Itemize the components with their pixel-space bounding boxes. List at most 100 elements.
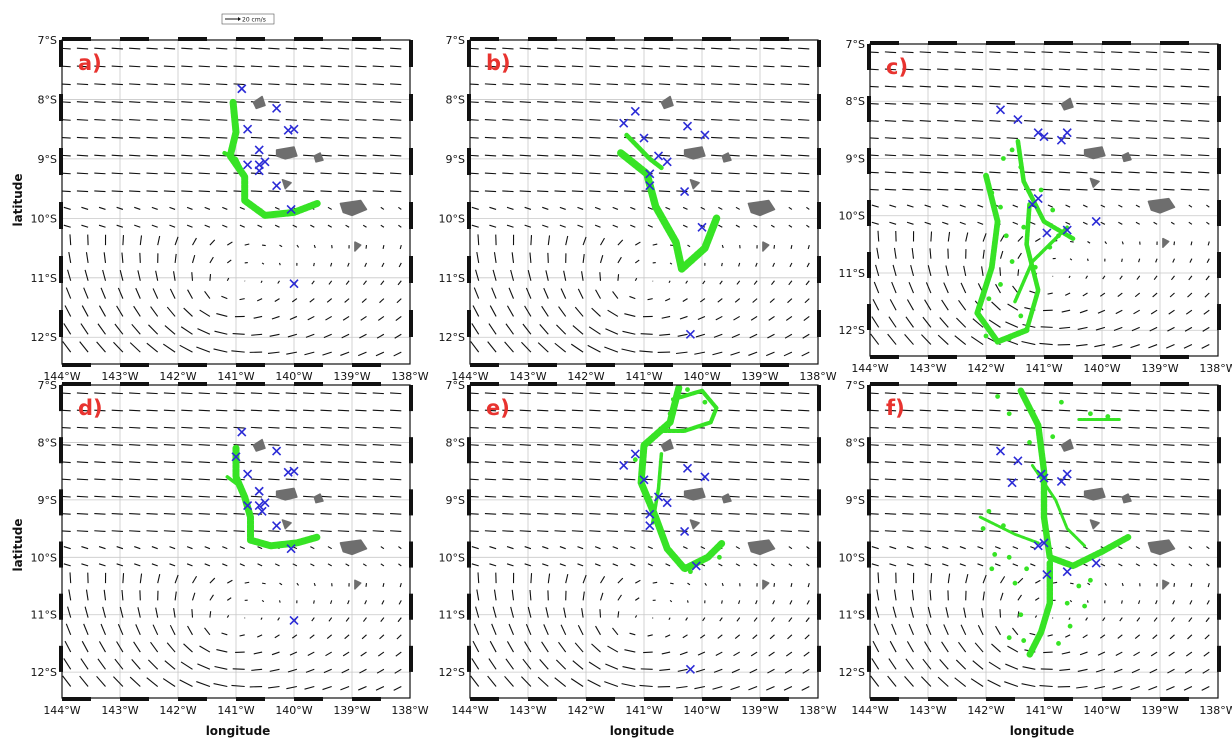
current-arrow — [344, 634, 350, 640]
current-arrow — [244, 243, 250, 246]
lat-tick-label: 10°S — [31, 212, 57, 225]
current-arrow — [1040, 326, 1053, 328]
current-arrow — [870, 188, 879, 191]
lon-tick-label: 143°W — [101, 704, 138, 717]
current-arrow — [250, 495, 263, 498]
station-marker — [691, 561, 701, 571]
lat-tick-label: 11°S — [839, 609, 865, 622]
current-arrow — [355, 83, 367, 86]
current-arrow — [1198, 392, 1210, 395]
current-arrow — [121, 589, 124, 601]
current-arrow — [870, 120, 879, 122]
current-arrow — [624, 101, 636, 103]
station-marker — [680, 526, 690, 537]
panel-label: e) — [486, 396, 510, 420]
current-arrow — [971, 512, 984, 515]
current-arrow — [884, 392, 897, 395]
current-arrow — [571, 172, 584, 175]
lat-tick-label: 8°S — [446, 93, 465, 106]
current-arrow — [711, 392, 723, 395]
current-arrow — [887, 333, 897, 345]
current-arrow — [554, 119, 566, 121]
current-arrow — [798, 119, 810, 121]
current-arrow — [676, 478, 688, 481]
current-arrow — [768, 315, 775, 321]
current-arrow — [379, 298, 385, 304]
map-border-bottom — [1044, 355, 1073, 359]
lon-tick-label: 143°W — [509, 704, 546, 717]
current-arrow — [945, 265, 949, 276]
current-arrow — [1082, 292, 1088, 297]
current-arrow — [1065, 204, 1071, 208]
larvae-trajectory — [1030, 463, 1087, 548]
current-arrow — [337, 101, 350, 103]
current-arrow — [589, 426, 601, 429]
map-border-left — [467, 593, 471, 620]
map-border-left — [867, 252, 871, 278]
current-arrow — [1068, 275, 1071, 279]
current-arrow — [320, 136, 332, 139]
current-arrow — [1111, 120, 1123, 122]
current-arrow — [519, 478, 531, 481]
panel-label: b) — [486, 51, 511, 75]
larvae-particle — [1009, 147, 1015, 153]
current-arrow — [719, 617, 723, 622]
current-arrow — [470, 65, 479, 68]
map-border-left — [867, 96, 871, 122]
current-arrow — [475, 606, 480, 618]
map-border-right — [1217, 200, 1221, 226]
lon-tick-label: 141°W — [217, 370, 254, 383]
current-arrow — [1076, 188, 1088, 191]
current-arrow — [222, 206, 228, 210]
station-marker — [254, 486, 264, 496]
current-arrow — [537, 101, 549, 103]
current-arrow — [658, 65, 671, 68]
current-vector-field — [870, 392, 1210, 691]
current-arrow — [1180, 392, 1192, 395]
station-cross-stroke — [286, 544, 296, 554]
current-arrow — [216, 172, 228, 175]
current-arrow — [702, 280, 706, 285]
current-arrow — [1082, 204, 1088, 208]
current-arrow — [216, 649, 228, 653]
lat-tick-label: 10°S — [439, 212, 465, 225]
map-border-bottom — [352, 697, 381, 701]
current-arrow — [510, 269, 515, 281]
current-arrow — [537, 392, 549, 395]
current-arrow — [519, 101, 531, 103]
current-arrow — [489, 546, 497, 550]
larvae-trajectory — [617, 149, 721, 273]
current-arrow — [508, 623, 515, 636]
current-arrow — [511, 589, 515, 601]
current-arrow — [1168, 651, 1175, 657]
current-arrow — [587, 344, 601, 353]
map-border-top — [178, 382, 207, 386]
current-arrow — [658, 136, 671, 139]
current-arrow — [770, 617, 775, 622]
current-arrow — [1069, 258, 1073, 261]
current-arrow — [179, 344, 193, 353]
current-arrow — [76, 190, 89, 193]
larvae-particle — [1021, 638, 1027, 643]
larvae-particle — [1105, 414, 1111, 419]
current-arrow — [1024, 154, 1036, 157]
current-arrow — [780, 83, 792, 86]
current-arrow — [745, 136, 758, 139]
current-arrow — [471, 546, 479, 550]
current-arrow — [902, 120, 914, 122]
current-arrow — [763, 154, 775, 157]
current-arrow — [204, 224, 211, 228]
current-arrow — [198, 190, 210, 193]
current-arrow — [135, 287, 141, 299]
current-arrow — [919, 68, 931, 71]
current-arrow — [798, 392, 810, 395]
current-arrow — [216, 313, 228, 317]
current-arrow — [942, 563, 949, 567]
current-arrow — [554, 426, 566, 429]
map-border-bottom — [1160, 697, 1189, 701]
current-arrow — [134, 546, 141, 550]
current-arrow — [250, 47, 263, 50]
panel-label: f) — [886, 396, 905, 420]
current-arrow — [1043, 651, 1053, 654]
current-arrow — [908, 623, 915, 636]
